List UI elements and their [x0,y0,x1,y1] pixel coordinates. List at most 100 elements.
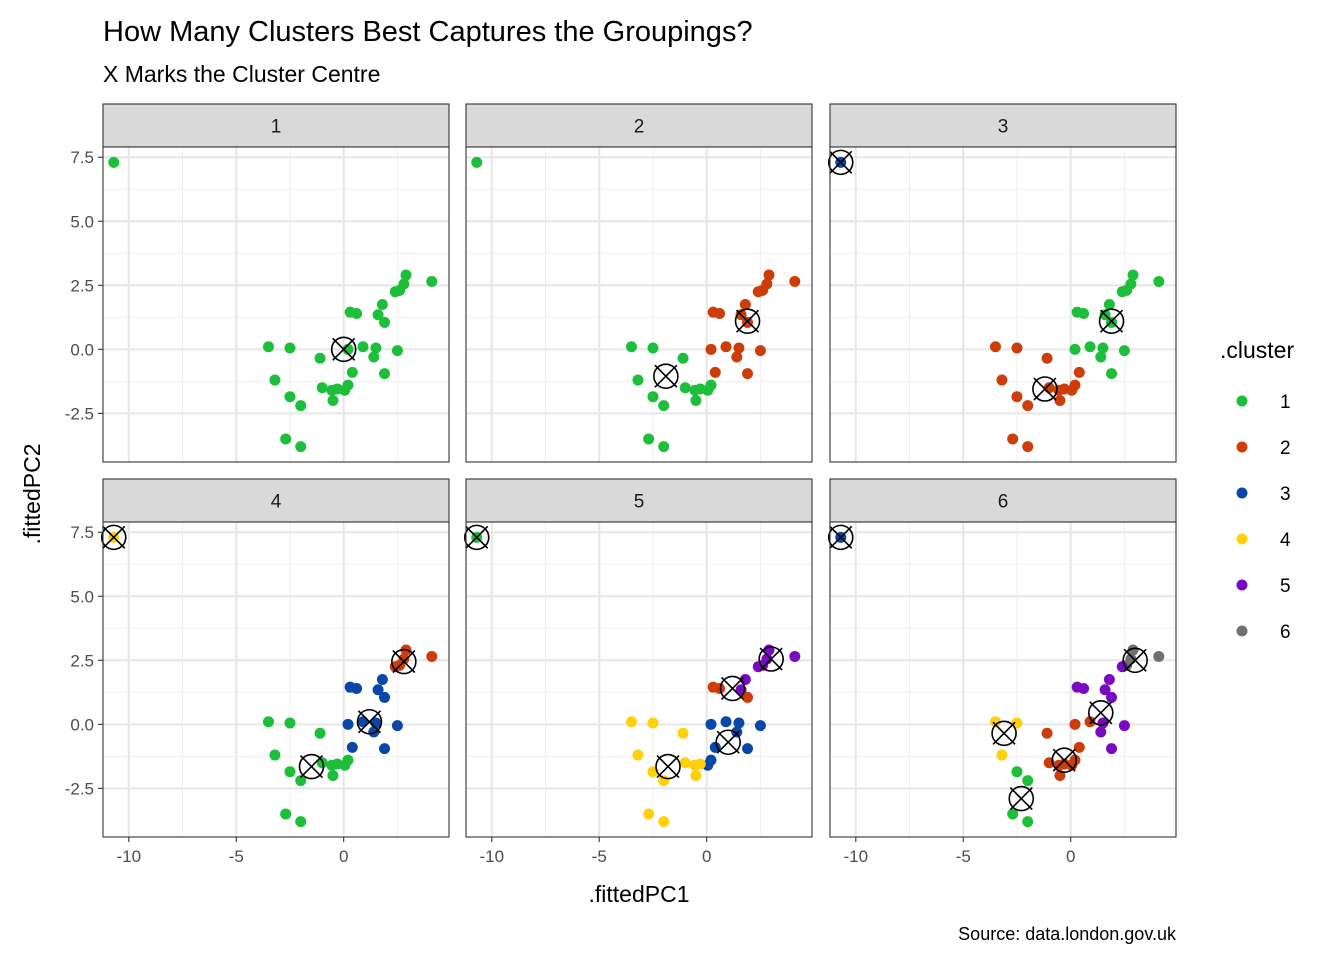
data-point [632,374,644,386]
data-point [1084,716,1096,728]
legend-item-5: 5 [1236,576,1291,597]
data-point [1054,395,1066,407]
data-point [996,749,1008,761]
data-point [989,716,1001,728]
facet-strip-label: 2 [634,117,645,138]
gridlines [103,522,449,837]
facet-panel-k3: 3 [827,103,1177,463]
data-point [376,299,388,310]
data-point [643,808,655,820]
data-point [372,309,384,321]
data-point [658,816,670,828]
data-point [262,341,274,353]
cluster-centre-marker [463,524,490,551]
legend-label: 1 [1280,392,1291,413]
data-point [351,307,363,319]
gridlines [466,147,812,462]
cluster-centre-marker [827,149,854,176]
centre-cross-line [1033,377,1057,401]
facet-strip-label: 6 [998,492,1009,513]
centre-circle [715,729,741,756]
data-point [731,726,743,738]
data-point [295,816,307,828]
facet-panel-k6: 6 [827,478,1177,838]
data-point [295,400,307,412]
x-tick-label: -5 [956,847,971,866]
data-points [471,156,801,453]
data-point [1095,351,1107,363]
centre-cross-line [1089,701,1113,725]
data-point [1022,816,1034,828]
data-point [742,691,754,703]
cluster-centres [463,524,784,780]
y-tick-label: -2.5 [65,779,94,798]
data-point [742,368,754,380]
data-point [647,717,659,729]
data-point [1078,307,1090,319]
data-point [316,382,328,394]
data-point [658,400,670,412]
legend-key [1236,625,1248,637]
data-point [1073,741,1085,753]
facet-panels: 1 2 3 4 5 6 [100,103,1177,838]
data-point [1106,691,1118,703]
cluster-centre-marker [1051,747,1078,773]
data-point [1069,718,1081,730]
cluster-centre-marker [330,336,357,363]
centre-circle [298,753,325,780]
panel-area [103,147,449,462]
cluster-centre-marker [100,524,127,551]
data-point [284,391,296,403]
data-point [720,341,732,353]
data-point [342,718,354,730]
data-point [389,286,401,298]
data-point [1022,441,1034,453]
legend-label: 6 [1280,622,1291,643]
data-point [1041,727,1053,739]
legend-item-6: 6 [1236,622,1291,643]
data-points [471,531,801,828]
centre-circle [719,675,746,702]
data-point [284,717,296,729]
data-point [689,759,701,771]
data-point [1106,743,1118,755]
data-point [368,726,380,738]
cluster-centre-marker [1122,647,1148,674]
data-point [677,727,689,739]
data-point [1103,299,1115,310]
centre-circle [1098,308,1125,334]
data-point [709,366,721,378]
legend: .cluster 1 2 3 4 5 6 [1220,337,1294,643]
data-point [326,759,338,771]
data-point [789,275,801,287]
data-point [1041,352,1053,364]
data-point [1011,391,1023,403]
centre-cross-line [299,755,324,779]
data-point [314,727,326,739]
centre-cross-line [759,647,783,671]
centre-circle [653,363,679,390]
gridlines [830,147,1176,462]
data-point [742,743,754,755]
data-point [357,716,369,728]
centre-cross-line [656,755,680,779]
centre-circle [1122,647,1148,674]
centre-circle [758,646,784,672]
data-point [295,775,307,787]
y-tick-label: 0.0 [70,340,94,359]
data-point [342,343,354,355]
centre-cross-line [357,710,382,734]
facet-strip [465,103,813,148]
panel-border [465,146,813,463]
data-point [754,345,766,357]
data-point [262,716,274,728]
centre-circle [655,753,681,780]
data-point [690,395,702,407]
data-point [391,345,403,357]
cluster-centre-marker [719,675,746,702]
legend-label: 5 [1280,576,1291,597]
chart-subtitle: X Marks the Cluster Centre [103,61,380,87]
data-point [733,342,745,354]
cluster-centre-marker [827,524,854,551]
centre-cross-line [716,730,740,754]
